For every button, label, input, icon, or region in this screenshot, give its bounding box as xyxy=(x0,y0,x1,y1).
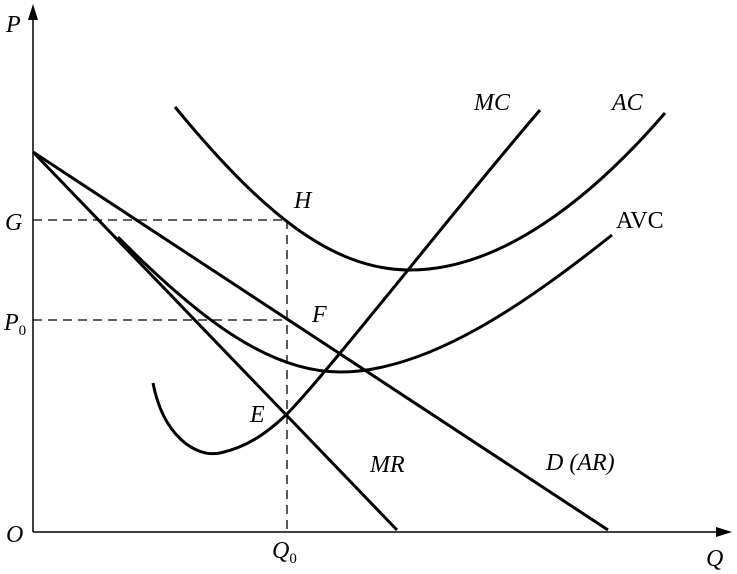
g-label: G xyxy=(5,210,22,236)
q0-sub: 0 xyxy=(289,551,297,567)
avc-label: AVC xyxy=(616,208,664,234)
avc-curve xyxy=(116,233,613,374)
y-axis-label: P xyxy=(5,12,21,38)
point-h: H xyxy=(293,188,313,214)
y-arrow xyxy=(28,4,38,20)
origin-label: O xyxy=(6,522,23,548)
q0-main: Q xyxy=(272,538,289,564)
p0-main: P xyxy=(3,310,19,336)
x-arrow xyxy=(716,527,732,537)
point-e: E xyxy=(249,402,265,428)
ac-label: AC xyxy=(610,90,644,116)
x-axis-label: Q xyxy=(706,546,723,572)
q0-label: Q0 xyxy=(272,538,297,567)
p0-label: P0 xyxy=(3,310,26,339)
mc-curve xyxy=(151,109,542,456)
ac-curve xyxy=(173,106,667,272)
mr-label: MR xyxy=(369,452,405,478)
d-label: D (AR) xyxy=(545,450,615,476)
mr-curve xyxy=(31,150,399,532)
mc-label: MC xyxy=(473,90,511,116)
p0-sub: 0 xyxy=(19,323,27,339)
point-f: F xyxy=(311,302,327,328)
demand-curve xyxy=(32,150,609,532)
